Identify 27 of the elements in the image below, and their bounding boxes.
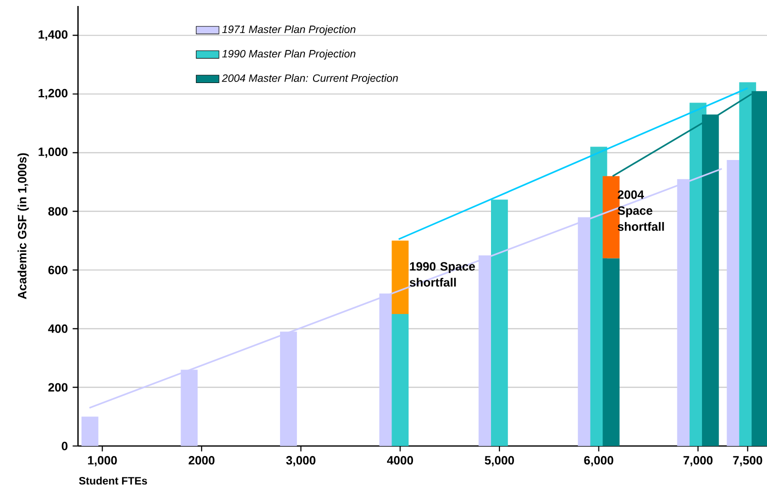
y-tick-label: 0 [62, 442, 68, 450]
bar [602, 258, 620, 446]
y-tick-label: 200 [48, 383, 68, 392]
y-tick-label: 1,000 [38, 148, 68, 158]
y-axis-title: Academic GSF (in 1,000s) [18, 153, 29, 300]
y-tick-label: 400 [48, 324, 68, 333]
legend-label: 1990 Master Plan Projection [222, 50, 356, 60]
bar [392, 240, 409, 314]
x-tick-label: 2000 [188, 456, 214, 465]
legend-label: 2004 Master Plan: Current Projection [222, 74, 398, 84]
x-tick-label: 3,000 [286, 456, 316, 466]
bar [81, 416, 98, 446]
x-tick-label: 4000 [387, 456, 414, 465]
y-tick-label: 600 [48, 266, 68, 274]
annotation: 1990 Space shortfall [410, 262, 475, 287]
x-tick-label: 7,000 [684, 456, 713, 466]
y-tick-label: 1,200 [38, 88, 68, 100]
bar [491, 200, 508, 446]
y-tick-label: 800 [48, 207, 68, 216]
x-axis-title: Student FTEs [79, 476, 148, 485]
x-tick-label: 7,500 [733, 456, 762, 466]
y-tick-label: 1,400 [38, 30, 68, 40]
x-tick-label: 5,000 [484, 456, 514, 466]
x-tick-label: 1,000 [88, 456, 117, 466]
bar [392, 314, 409, 446]
legend-label: 1971 Master Plan Projection [222, 25, 356, 36]
x-tick-label: 6,000 [584, 456, 614, 466]
